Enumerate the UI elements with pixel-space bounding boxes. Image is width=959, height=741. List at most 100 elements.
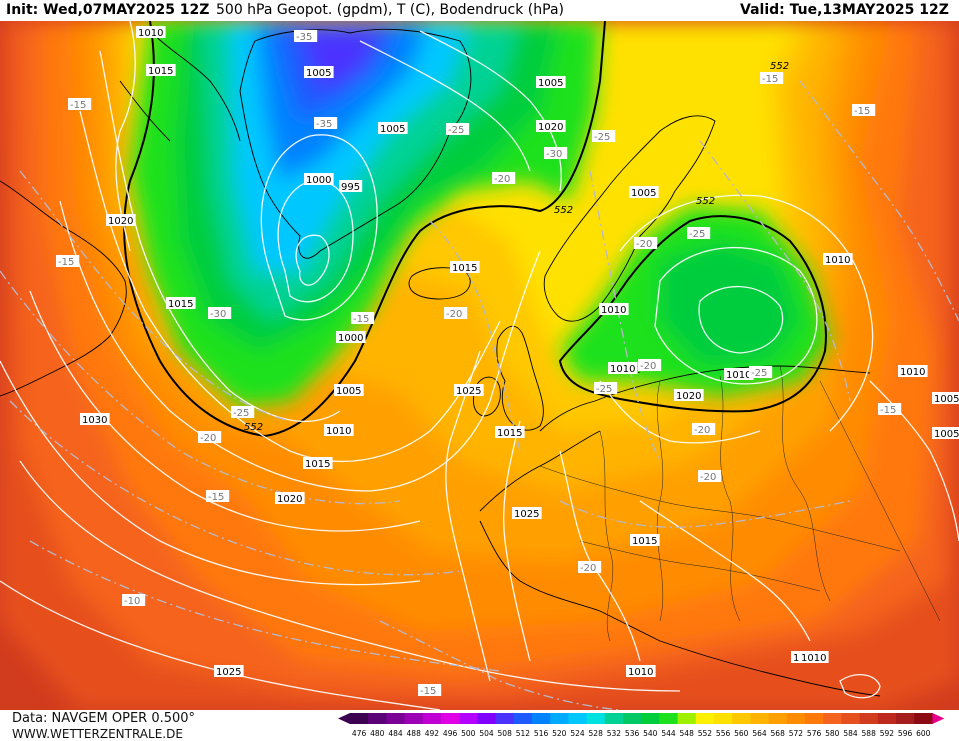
legend-tick-label: 544 [661, 729, 676, 738]
legend-tick-label: 556 [716, 729, 731, 738]
pressure-label: 1020 [108, 216, 133, 227]
border-line [719, 375, 741, 622]
temperature-label-box [634, 237, 658, 249]
temperature-label: -35 [296, 32, 312, 43]
temperature-label: -20 [494, 174, 510, 185]
legend-tick-label: 552 [698, 729, 713, 738]
legend-tick-label: 504 [479, 729, 494, 738]
temperature-label-box [56, 255, 80, 267]
isotherm [29, 540, 501, 672]
pressure-label: 1005 [306, 68, 331, 79]
weather-map: 552 552 552 552 552 10101015100510051005… [0, 21, 959, 710]
pressure-label-box [146, 64, 176, 76]
geopot-552-label: 552 [696, 196, 715, 207]
legend-swatch [459, 713, 478, 724]
pressure-label-box [932, 392, 959, 404]
map-footer: Data: NAVGEM OPER 0.500° WWW.WETTERZENTR… [0, 710, 959, 741]
temperature-label-box [592, 130, 616, 142]
pressure-label-box [336, 331, 366, 343]
pressure-label-box [629, 186, 659, 198]
temperature-label-box [544, 147, 568, 159]
contour-552-east [558, 215, 827, 413]
border-line [599, 430, 614, 642]
pressure-label-box [214, 665, 244, 677]
legend-swatch [386, 713, 406, 724]
temperature-label: -25 [689, 229, 705, 240]
pressure-label-box [275, 492, 305, 504]
isotherm [379, 620, 621, 710]
website-credit: WWW.WETTERZENTRALE.DE [12, 727, 183, 741]
isotherm [589, 170, 661, 462]
coastlines [0, 28, 881, 697]
legend-swatch [877, 713, 897, 724]
temperature-label-box [492, 172, 516, 184]
temperature-label-box [692, 423, 716, 435]
temperature-label-box [760, 72, 784, 84]
ireland-coast [472, 376, 501, 417]
temperature-label: -20 [640, 361, 656, 372]
legend-swatch [732, 713, 751, 724]
isobar [599, 380, 761, 444]
pressure-label-box [898, 365, 928, 377]
legend-swatch [805, 713, 824, 724]
legend-swatch [914, 713, 933, 724]
temperature-label-box [198, 431, 222, 443]
pressure-label-box [630, 534, 660, 546]
pressure-label: 1020 [277, 494, 302, 505]
temperature-label: -15 [854, 106, 870, 117]
border-line [819, 380, 941, 622]
temperature-label-box [749, 366, 773, 378]
legend-swatch [695, 713, 715, 724]
pressure-label: 1025 [216, 667, 241, 678]
legend-arrow-right [932, 713, 945, 724]
legend-swatch [513, 713, 533, 724]
isobar [639, 500, 811, 642]
isobar [79, 110, 501, 462]
temperature-label-box [206, 490, 230, 502]
north-america-coast [0, 180, 127, 397]
pressure-label: 1025 [456, 386, 481, 397]
isobar [419, 30, 562, 192]
eastern-low-548 [660, 241, 800, 366]
pressure-label: 1020 [676, 391, 701, 402]
temperature-label: -20 [580, 563, 596, 574]
isobar-low-center [277, 180, 354, 303]
legend-swatch [604, 713, 624, 724]
legend-tick-label: 600 [916, 729, 931, 738]
pressure-label: 1010 [326, 426, 351, 437]
pressure-label: 1010 [900, 367, 925, 378]
border-line [579, 540, 821, 592]
pressure-label: 1005 [336, 386, 361, 397]
pressure-label: 995 [341, 182, 360, 193]
scandinavia-coast [543, 115, 716, 322]
temperature-label-box [351, 312, 375, 324]
legend-tick-label: 476 [352, 729, 367, 738]
temperature-label: -15 [420, 686, 436, 697]
legend-tick-label: 484 [388, 729, 403, 738]
pressure-label: 1015 [497, 428, 522, 439]
pressure-label: 1015 [148, 66, 173, 77]
legend-swatch [623, 713, 642, 724]
isobar [503, 420, 531, 662]
geopot-552-label: 552 [770, 61, 789, 72]
legend-swatch [677, 713, 697, 724]
geopot-552-label: 552 [554, 205, 573, 216]
temperature-label: -20 [200, 433, 216, 444]
legend-tick-label: 480 [370, 729, 385, 738]
map-header: Init: Wed,07MAY2025 12Z 500 hPa Geopot. … [0, 0, 959, 21]
isobar [445, 350, 491, 682]
isobar [99, 50, 341, 423]
isobar [869, 380, 959, 542]
pressure-label-box [80, 413, 110, 425]
pressure-label: 1010 [138, 28, 163, 39]
legend-tick-label: 528 [589, 729, 604, 738]
temperature-label: -25 [448, 125, 464, 136]
temperature-label-box [878, 403, 902, 415]
temperature-label-box [638, 359, 662, 371]
pressure-label-box [799, 651, 829, 663]
legend-swatch [896, 713, 915, 724]
temperature-label-box [446, 123, 470, 135]
legend-tick-label: 488 [407, 729, 422, 738]
legend-tick-label: 496 [443, 729, 458, 738]
pressure-label-box [136, 26, 166, 38]
